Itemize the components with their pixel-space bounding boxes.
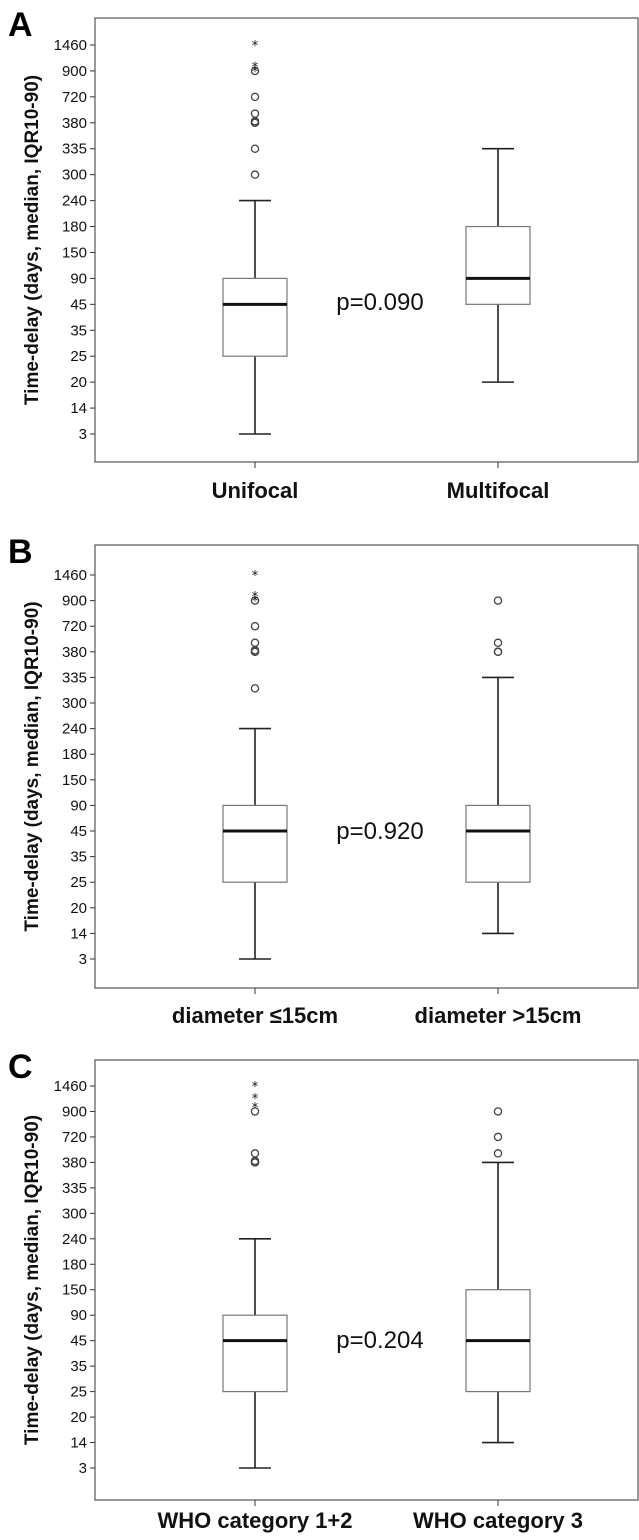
y-axis-label: Time-delay (days, median, IQR10-90) (22, 601, 43, 931)
y-tick-label: 35 (70, 1358, 87, 1375)
y-tick-label: 720 (62, 1129, 87, 1146)
y-tick-label: 240 (62, 721, 87, 738)
y-tick-label: 1460 (54, 1078, 87, 1095)
outlier-point (493, 1107, 503, 1116)
y-tick-label: 900 (62, 1103, 87, 1120)
y-tick-label: 380 (62, 115, 87, 132)
y-tick-label: 20 (70, 900, 87, 917)
y-tick-label: 14 (70, 1435, 87, 1452)
extreme-point: * (252, 65, 259, 80)
y-tick-label: 720 (62, 89, 87, 106)
p-value: p=0.204 (336, 1327, 423, 1354)
plot-frame (94, 544, 639, 989)
y-tick-label: 150 (62, 244, 87, 261)
y-tick-label: 3 (79, 426, 87, 443)
outlier-point (493, 1149, 503, 1158)
y-tick-label: 335 (62, 141, 87, 158)
y-axis-label: Time-delay (days, median, IQR10-90) (22, 75, 43, 405)
outlier-point (493, 596, 503, 605)
outlier-point (250, 144, 260, 153)
y-axis-label: Time-delay (days, median, IQR10-90) (22, 1115, 43, 1445)
extreme-point: * (252, 1080, 259, 1095)
panel-label-c: C (8, 1048, 33, 1086)
iqr-box (465, 804, 531, 883)
y-tick-label: 380 (62, 644, 87, 661)
outlier-point (493, 1132, 503, 1142)
y-tick-label: 25 (70, 1384, 87, 1401)
plot-frame (94, 17, 639, 463)
y-tick-label: 25 (70, 348, 87, 365)
panel-label-b: B (8, 533, 33, 571)
y-tick-label: 720 (62, 618, 87, 635)
category-label: WHO category 3 (413, 1508, 583, 1533)
outlier-point (250, 170, 260, 179)
y-tick-label: 180 (62, 746, 87, 763)
outlier-point (250, 66, 260, 76)
category-label: Multifocal (447, 478, 550, 503)
y-tick-label: 240 (62, 193, 87, 210)
iqr-box (222, 804, 288, 883)
y-tick-label: 35 (70, 849, 87, 866)
outlier-point (250, 1107, 260, 1116)
y-tick-label: 150 (62, 1282, 87, 1299)
y-tick-label: 20 (70, 1409, 87, 1426)
y-tick-label: 180 (62, 1256, 87, 1273)
extreme-point: * (252, 39, 259, 54)
y-tick-label: 1460 (54, 567, 87, 584)
y-tick-label: 45 (70, 1333, 87, 1350)
category-label: diameter >15cm (415, 1003, 582, 1028)
outlier-point (250, 1149, 260, 1158)
iqr-box (222, 277, 288, 357)
y-tick-label: 300 (62, 695, 87, 712)
y-tick-label: 335 (62, 669, 87, 686)
y-tick-label: 180 (62, 219, 87, 236)
panel-label-a: A (8, 6, 33, 44)
extreme-point: * (252, 1101, 259, 1116)
extreme-point: * (252, 60, 259, 75)
y-tick-label: 14 (70, 400, 87, 417)
y-tick-label: 300 (62, 1205, 87, 1222)
y-tick-label: 90 (70, 270, 87, 287)
extreme-point: * (252, 590, 259, 605)
y-tick-label: 150 (62, 772, 87, 789)
outlier-point (250, 638, 260, 648)
p-value: p=0.090 (336, 289, 423, 316)
category-label: WHO category 1+2 (157, 1508, 352, 1533)
y-tick-label: 35 (70, 322, 87, 339)
outlier-point (493, 647, 503, 657)
y-tick-label: 90 (70, 1307, 87, 1324)
outlier-point (250, 684, 260, 693)
y-tick-label: 900 (62, 63, 87, 80)
y-tick-label: 45 (70, 296, 87, 313)
y-tick-label: 20 (70, 374, 87, 391)
outlier-point (250, 621, 260, 631)
outlier-point (250, 92, 260, 102)
category-label: Unifocal (212, 478, 299, 503)
y-tick-label: 14 (70, 925, 87, 942)
extreme-point: * (252, 569, 259, 584)
iqr-box (222, 1314, 288, 1393)
y-tick-label: 1460 (54, 37, 87, 54)
plot-frame (94, 1059, 639, 1501)
iqr-box (465, 225, 531, 305)
extreme-point: * (252, 1092, 259, 1107)
outlier-point (250, 109, 260, 118)
p-value: p=0.920 (336, 818, 423, 845)
y-tick-label: 45 (70, 823, 87, 840)
y-tick-label: 3 (79, 951, 87, 968)
category-label: diameter ≤15cm (172, 1003, 338, 1028)
y-tick-label: 25 (70, 874, 87, 891)
outlier-point (493, 638, 503, 648)
y-tick-label: 90 (70, 797, 87, 814)
y-tick-label: 3 (79, 1460, 87, 1477)
y-tick-label: 300 (62, 167, 87, 184)
y-tick-label: 240 (62, 1231, 87, 1248)
y-tick-label: 380 (62, 1154, 87, 1171)
outlier-point (250, 596, 260, 605)
extreme-point: * (252, 595, 259, 610)
y-tick-label: 335 (62, 1180, 87, 1197)
y-tick-label: 900 (62, 593, 87, 610)
